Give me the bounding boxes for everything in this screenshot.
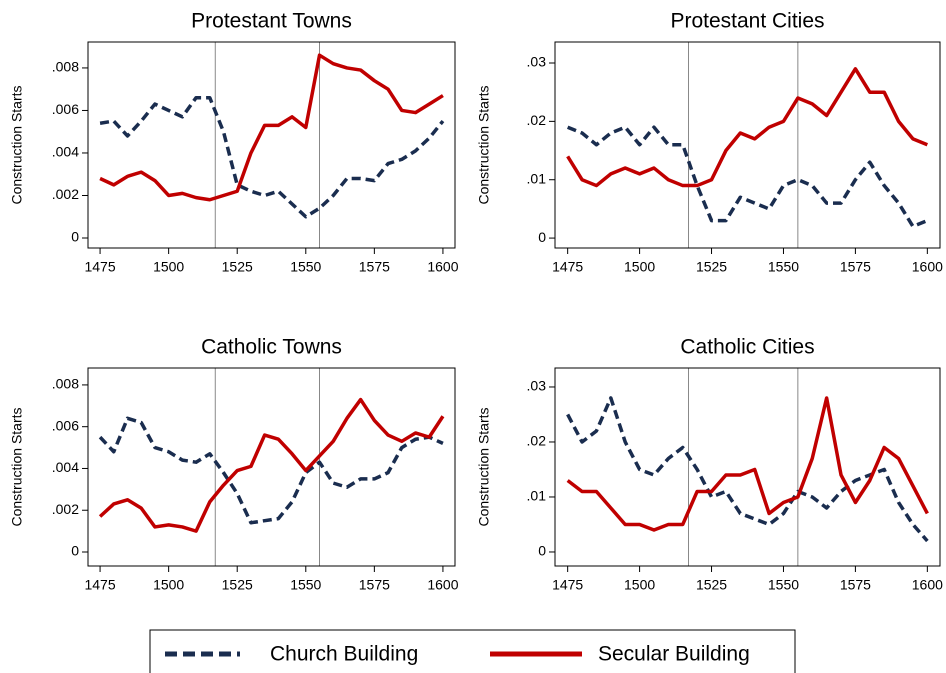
legend-label: Church Building [270,643,418,666]
x-tick-label: 1575 [359,577,390,593]
x-tick-label: 1525 [222,259,253,275]
x-tick-label: 1550 [768,259,799,275]
x-tick-label: 1475 [552,259,583,275]
x-tick-label: 1600 [427,259,458,275]
data-line [98,397,445,533]
chart-title: Protestant Cities [670,10,824,33]
legend-box [149,629,796,673]
data-line [99,95,445,219]
y-tick-label: 0 [71,229,79,245]
y-axis-label: Construction Starts [9,85,25,204]
x-tick-label: 1550 [290,577,321,593]
x-tick-label: 1575 [840,577,871,593]
x-tick-label: 1550 [768,577,799,593]
y-tick-label: .002 [52,501,79,517]
chart-title: Catholic Towns [201,336,342,359]
legend-label: Secular Building [598,643,750,666]
y-tick-label: .008 [52,59,79,75]
chart-title: Protestant Towns [191,10,352,33]
data-line [567,125,928,229]
x-tick-label: 1500 [153,259,184,275]
x-tick-label: 1500 [624,577,655,593]
y-axis-label: Construction Starts [476,85,492,204]
y-tick-label: .006 [52,101,79,117]
y-tick-label: .03 [527,54,547,70]
y-tick-label: 0 [538,543,546,559]
x-tick-label: 1525 [696,577,727,593]
x-tick-label: 1600 [912,259,943,275]
plot-frame [87,41,456,249]
x-tick-label: 1525 [696,259,727,275]
x-tick-label: 1575 [840,259,871,275]
plot-frame [554,41,941,249]
y-axis-label: Construction Starts [9,407,25,526]
x-tick-label: 1475 [552,577,583,593]
x-tick-label: 1475 [84,577,115,593]
y-tick-label: 0 [71,543,79,559]
plot-frame [554,367,941,567]
x-tick-label: 1600 [427,577,458,593]
y-tick-label: .03 [527,378,547,394]
y-tick-label: .002 [52,186,79,202]
y-tick-label: .006 [52,417,79,433]
y-tick-label: .004 [52,144,79,160]
x-tick-label: 1600 [912,577,943,593]
data-line [566,67,928,188]
y-tick-label: .02 [527,112,547,128]
y-tick-label: 0 [538,229,546,245]
y-tick-label: .01 [527,170,547,186]
x-tick-label: 1550 [290,259,321,275]
y-tick-label: .01 [527,488,547,504]
x-tick-label: 1475 [84,259,115,275]
y-tick-label: .02 [527,433,547,449]
x-tick-label: 1500 [153,577,184,593]
data-line [98,416,444,525]
data-line [566,396,929,532]
x-tick-label: 1575 [359,259,390,275]
data-line [99,53,444,202]
y-tick-label: .004 [52,459,79,475]
plot-frame [87,367,456,567]
x-tick-label: 1500 [624,259,655,275]
chart-title: Catholic Cities [680,336,814,359]
x-tick-label: 1525 [222,577,253,593]
y-tick-label: .008 [52,376,79,392]
data-line [566,396,929,543]
y-axis-label: Construction Starts [476,407,492,526]
